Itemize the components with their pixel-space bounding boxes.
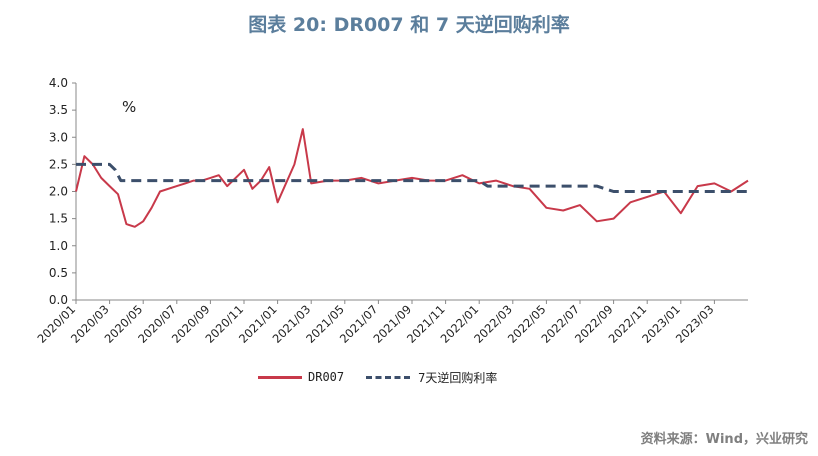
series-line-repo: [76, 162, 748, 193]
legend-item-dr007: DR007: [258, 370, 344, 384]
legend-label-dr007: DR007: [308, 370, 345, 384]
y-tick-label: 3.0: [49, 130, 68, 144]
legend-swatch-dr007: [258, 375, 302, 379]
y-tick-label: 1.0: [49, 239, 68, 253]
y-tick-label: 2.0: [49, 185, 68, 199]
source-note: 资料来源：Wind，兴业研究: [640, 432, 808, 447]
legend: DR007 7天逆回购利率: [258, 368, 519, 386]
x-tick-labels: 2020/012020/032020/052020/072020/092020/…: [34, 300, 717, 346]
series-lines: [75, 128, 749, 228]
y-tick-label: 3.5: [49, 103, 68, 117]
y-tick-label: 1.5: [49, 212, 68, 226]
title-divider: [0, 42, 818, 43]
series-line-dr007: [75, 128, 749, 228]
y-tick-label: 0.0: [49, 293, 68, 307]
legend-item-repo: 7天逆回购利率: [366, 369, 497, 386]
legend-label-repo: 7天逆回购利率: [418, 370, 498, 385]
legend-swatch-repo: [366, 375, 411, 379]
y-tick-label: 2.5: [49, 157, 68, 171]
chart-title: 图表 20: DR007 和 7 天逆回购利率: [248, 14, 570, 36]
y-tick-label: 0.5: [49, 266, 68, 280]
y-unit-label: %: [122, 98, 136, 116]
y-tick-label: 4.0: [49, 76, 68, 90]
y-tick-labels: 0.0 0.5 1.0 1.5 2.0 2.5 3.0 3.5 4.0: [49, 76, 76, 307]
